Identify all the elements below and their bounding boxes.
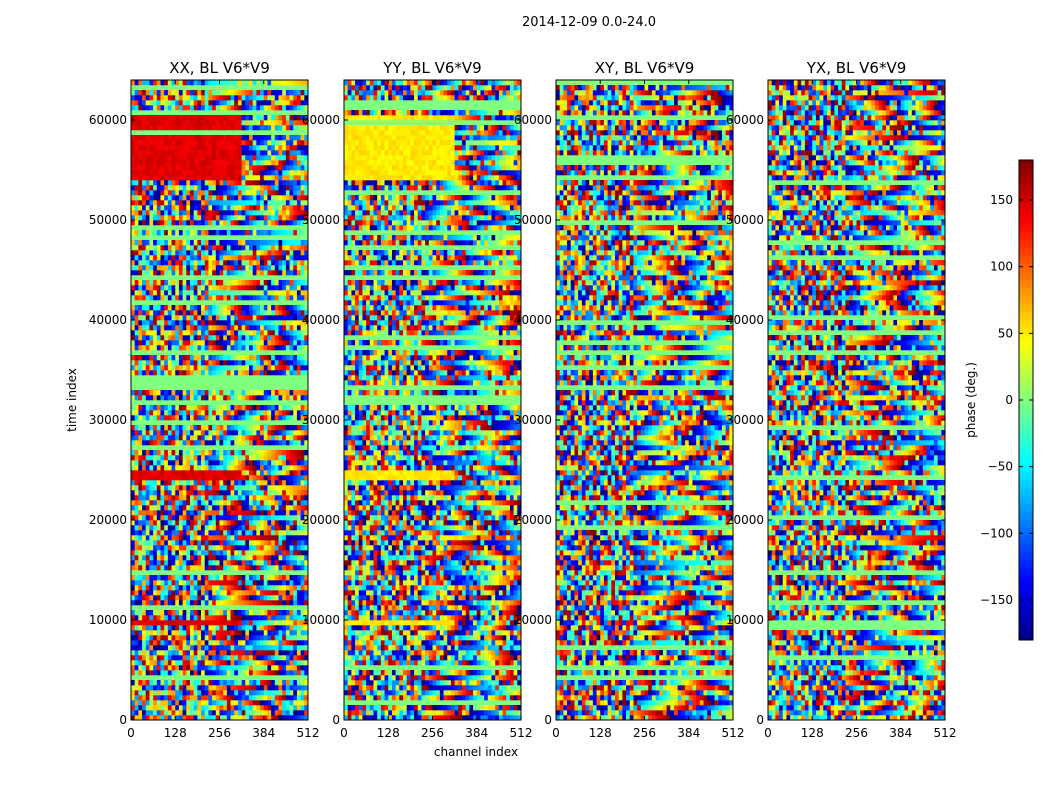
y-tick-label: 40000 xyxy=(514,313,552,327)
x-tick-label: 128 xyxy=(801,726,824,740)
x-tick-label: 512 xyxy=(297,726,320,740)
y-tick-label: 30000 xyxy=(726,413,764,427)
y-tick-label: 10000 xyxy=(514,613,552,627)
x-tick-label: 384 xyxy=(252,726,275,740)
panel-yx: YX, BL V6*V9 0 128 256 384 512 0 10000 20000 3000… xyxy=(726,59,957,740)
y-tick-label: 20000 xyxy=(726,513,764,527)
y-tick-label: 40000 xyxy=(89,313,127,327)
y-tick-label: 20000 xyxy=(302,513,340,527)
y-axis-label: time index xyxy=(65,368,79,432)
colorbar-gradient xyxy=(1019,160,1033,641)
y-tick-label: 0 xyxy=(119,713,127,727)
colorbar-tick-label: 0 xyxy=(1005,393,1013,407)
x-tick-label: 256 xyxy=(633,726,656,740)
x-tick-label: 512 xyxy=(934,726,957,740)
panel-xx: XX, BL V6*V9 0 128 256 384 512 0 10000 20000 3000… xyxy=(89,59,320,740)
y-tick-label: 50000 xyxy=(514,213,552,227)
x-tick-label: 384 xyxy=(465,726,488,740)
heatmap-image xyxy=(556,80,734,721)
colorbar-tick-label: −50 xyxy=(988,460,1013,474)
y-tick-label: 30000 xyxy=(514,413,552,427)
y-tick-label: 0 xyxy=(544,713,552,727)
y-tick-label: 60000 xyxy=(302,113,340,127)
x-tick-label: 0 xyxy=(552,726,560,740)
y-tick-label: 20000 xyxy=(89,513,127,527)
y-tick-label: 0 xyxy=(756,713,764,727)
panel-xy: XY, BL V6*V9 0 128 256 384 512 0 10000 20000 3000… xyxy=(514,59,745,740)
x-tick-label: 512 xyxy=(722,726,745,740)
y-tick-label: 60000 xyxy=(89,113,127,127)
panel-title: YY, BL V6*V9 xyxy=(382,59,481,77)
heatmap-image xyxy=(344,80,522,721)
y-axis-label-group: time index xyxy=(65,368,79,432)
y-tick-label: 50000 xyxy=(89,213,127,227)
panel-title: XY, BL V6*V9 xyxy=(595,59,695,77)
x-tick-label: 128 xyxy=(377,726,400,740)
y-tick-label: 60000 xyxy=(514,113,552,127)
y-tick-label: 30000 xyxy=(302,413,340,427)
y-tick-label: 30000 xyxy=(89,413,127,427)
x-tick-label: 256 xyxy=(208,726,231,740)
y-tick-label: 40000 xyxy=(726,313,764,327)
x-tick-label: 256 xyxy=(421,726,444,740)
x-tick-label: 0 xyxy=(340,726,348,740)
x-tick-label: 384 xyxy=(889,726,912,740)
colorbar-tick-label: 100 xyxy=(990,260,1013,274)
y-tick-label: 0 xyxy=(332,713,340,727)
panels-group: XX, BL V6*V9 0 128 256 384 512 0 10000 20000 3000… xyxy=(89,59,957,740)
x-tick-label: 384 xyxy=(677,726,700,740)
colorbar-label: phase (deg.) xyxy=(964,362,978,438)
x-tick-label: 512 xyxy=(510,726,533,740)
colorbar: 150 100 50 0 −50 −100 −150 xyxy=(980,159,1034,641)
x-axis-label: channel index xyxy=(434,745,518,759)
y-tick-label: 10000 xyxy=(302,613,340,627)
y-tick-label: 50000 xyxy=(726,213,764,227)
y-tick-label: 10000 xyxy=(726,613,764,627)
colorbar-tick-label: −150 xyxy=(980,593,1013,607)
x-tick-label: 0 xyxy=(127,726,135,740)
y-tick-label: 40000 xyxy=(302,313,340,327)
x-tick-label: 128 xyxy=(164,726,187,740)
y-tick-label: 20000 xyxy=(514,513,552,527)
y-tick-label: 60000 xyxy=(726,113,764,127)
colorbar-tick-label: 150 xyxy=(990,193,1013,207)
x-tick-label: 128 xyxy=(589,726,612,740)
panel-title: XX, BL V6*V9 xyxy=(169,59,270,77)
colorbar-tick-label: −100 xyxy=(980,526,1013,540)
heatmap-image xyxy=(131,80,309,721)
y-tick-label: 10000 xyxy=(89,613,127,627)
y-tick-label: 50000 xyxy=(302,213,340,227)
x-tick-label: 0 xyxy=(764,726,772,740)
heatmap-image xyxy=(768,80,946,721)
figure-title: 2014-12-09 0.0-24.0 xyxy=(522,15,656,30)
panel-yy: YY, BL V6*V9 0 128 256 384 512 0 10000 20000 3000… xyxy=(302,59,533,740)
x-tick-label: 256 xyxy=(845,726,868,740)
colorbar-tick-label: 50 xyxy=(998,326,1013,340)
colorbar-label-group: phase (deg.) xyxy=(964,362,978,438)
panel-title: YX, BL V6*V9 xyxy=(806,59,907,77)
